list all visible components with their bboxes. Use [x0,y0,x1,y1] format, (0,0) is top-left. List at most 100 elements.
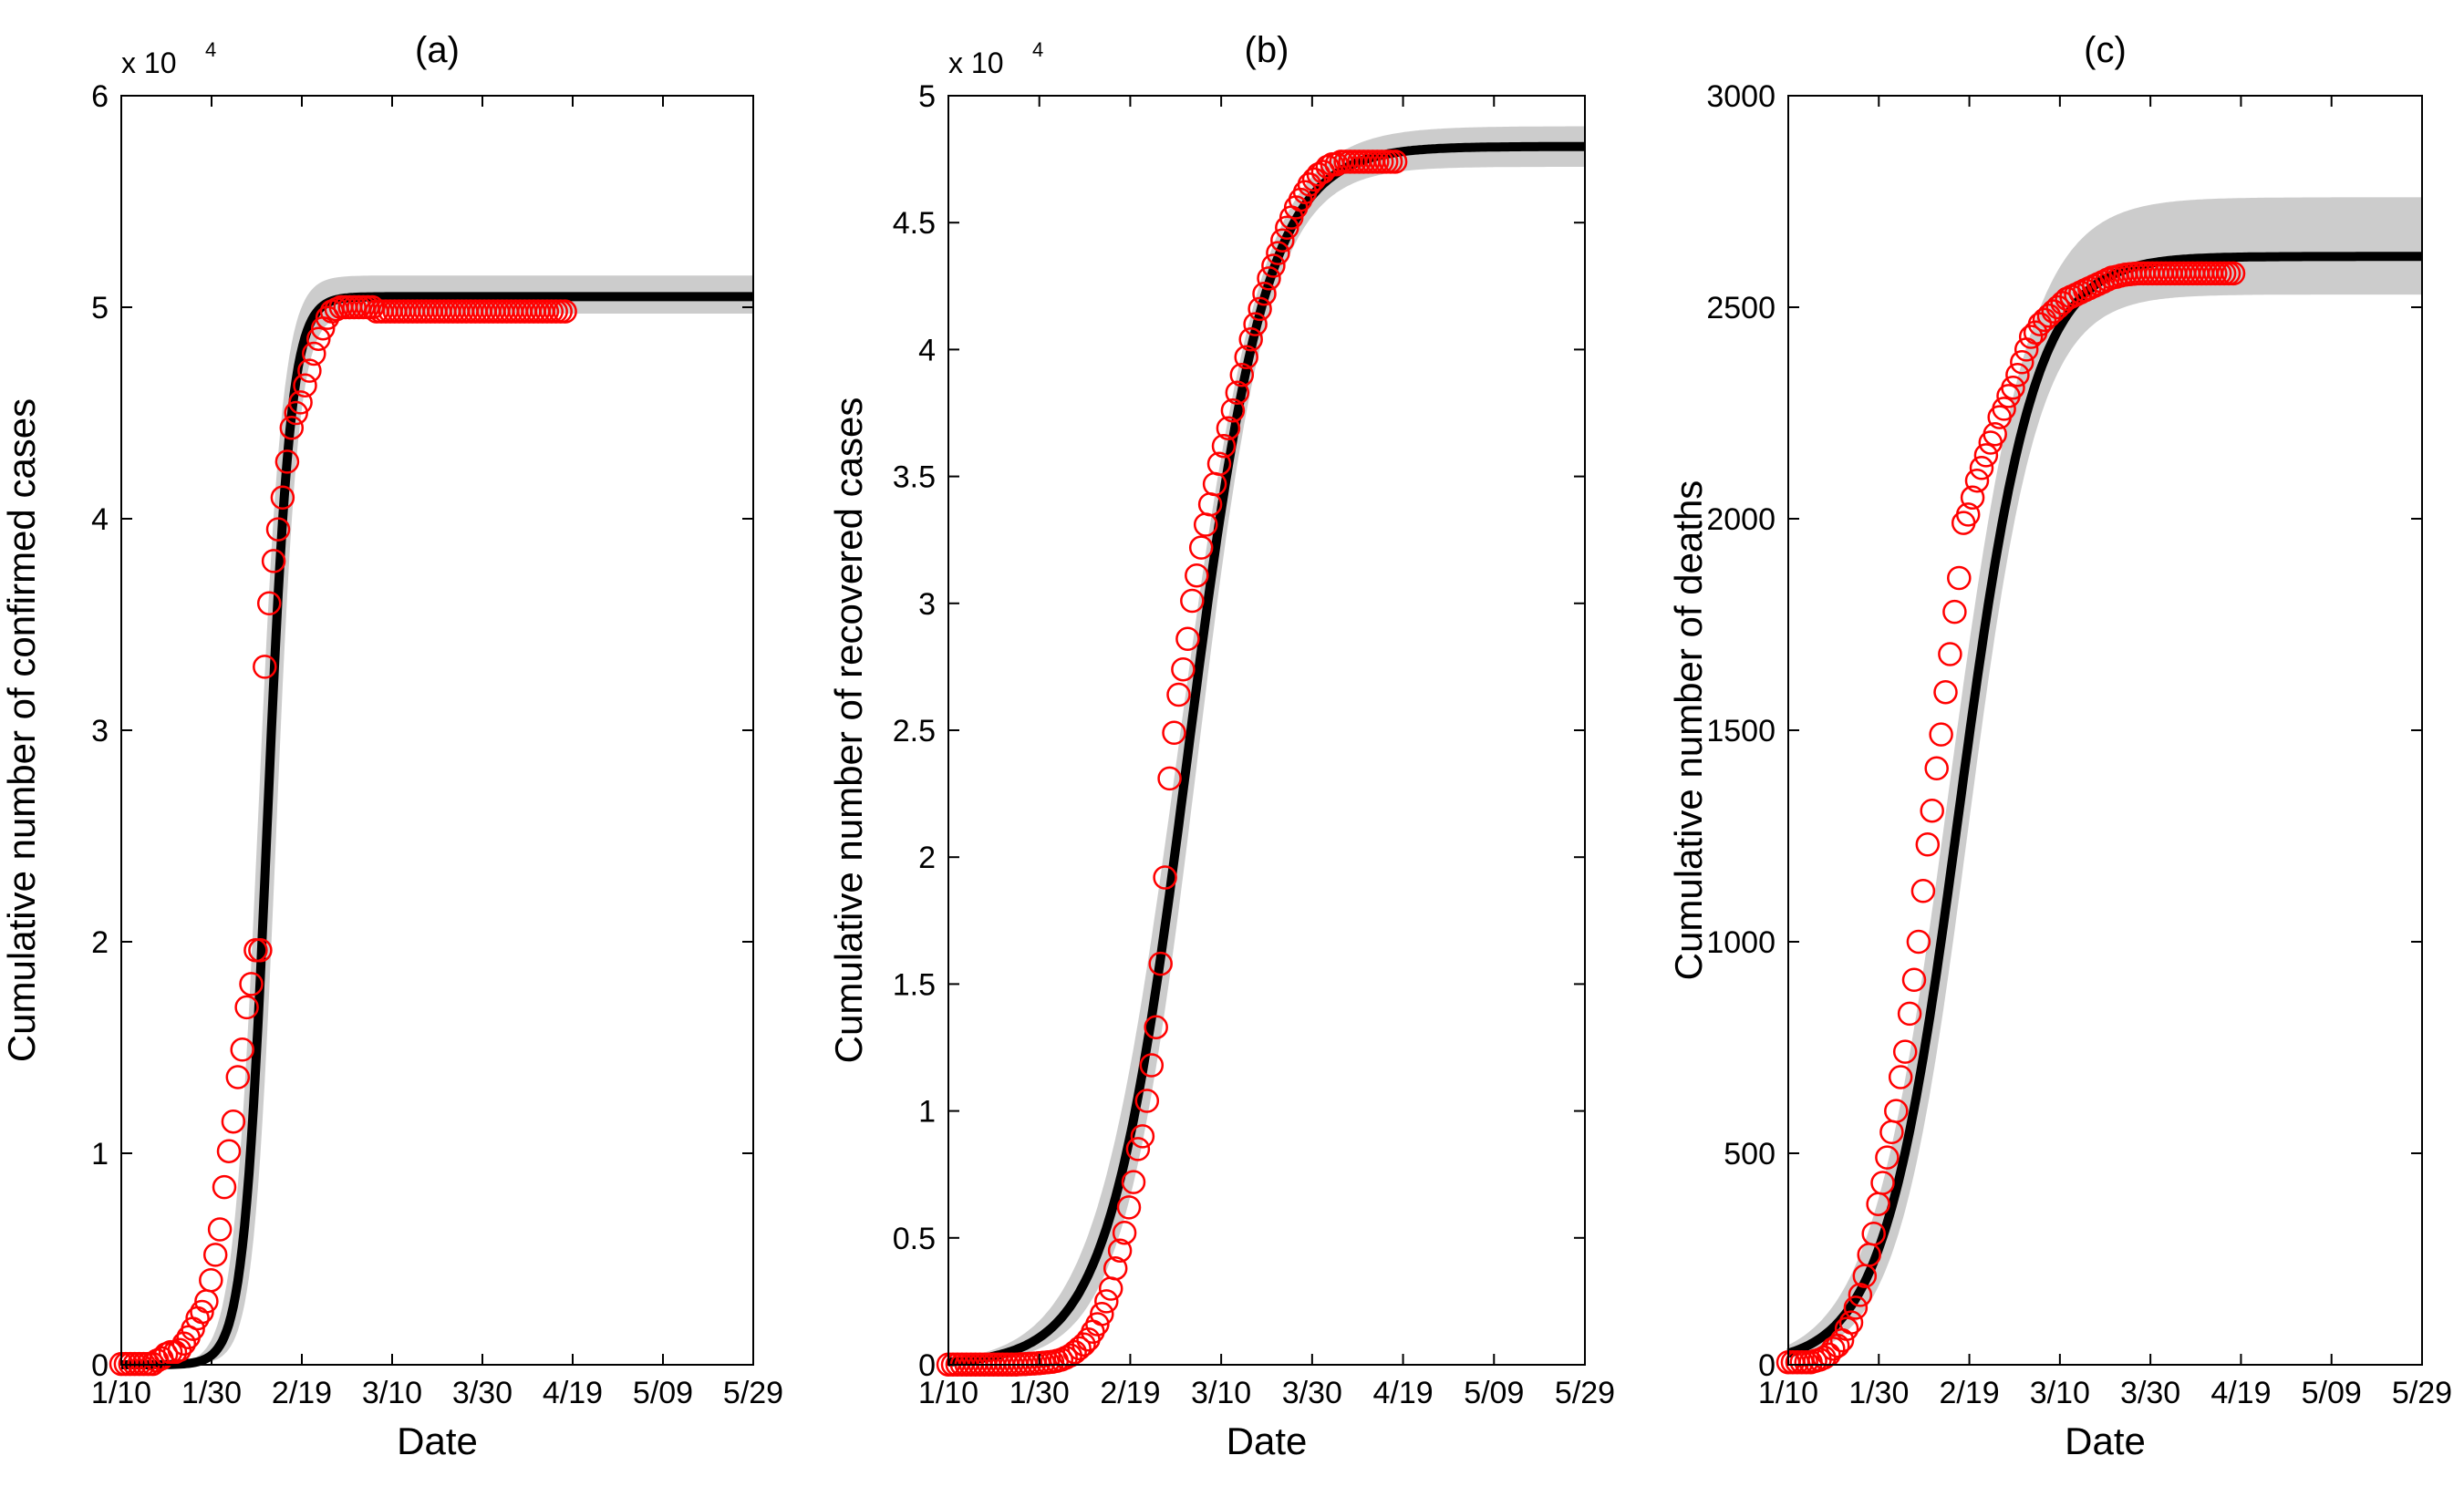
panel-c-confidence-band [1788,197,2422,1358]
panel-b-y-tick-label: 3 [918,587,936,622]
panel-b-data-point [1062,1339,1087,1365]
panel-b-y-tick-label: 5 [918,79,936,114]
panel-c-y-tick-label: 0 [1758,1348,1776,1383]
panel-c-y-tick-label: 1000 [1706,925,1776,960]
panel-c-data-point [1906,929,1931,955]
panel-b-data-point [1185,563,1209,588]
panel-b-data-point [1121,1170,1146,1194]
panel-a-data-point [279,415,305,440]
panel-b-exponent-power: 4 [1032,38,1043,61]
panel-c-data-point [1861,1221,1886,1246]
panel-c-x-tick-label: 3/30 [2120,1376,2180,1410]
panel-a-x-tick-label: 5/29 [723,1376,783,1410]
panel-b-data-point [1103,1255,1128,1281]
panel-c-y-tick-label: 3000 [1706,79,1776,114]
panel-b-x-tick-label: 5/29 [1555,1376,1615,1410]
panel-a: 1/10 1/30 2/19 3/10 3/30 4/19 5/09 5/290123456 … [0,30,783,1462]
panel-b-data-point [1382,150,1408,174]
panel-c-data-point [2010,350,2034,375]
panel-b-data-point [1220,397,1246,423]
panel-c-data-point [1920,798,1944,823]
panel-a-data-point [202,1243,228,1267]
panel-b-data-point [1171,656,1196,682]
panel-b-data-point [1090,1302,1114,1326]
panel-b-data-point [1162,720,1186,746]
panel-c-data-point [1969,456,1994,480]
panel-b-data-point [1116,1195,1142,1220]
panel-b-data-point [1301,167,1327,192]
panel-a-data-point [199,1267,223,1293]
panel-c-data-point [1933,679,1958,705]
panel-b-data-point [1112,1220,1137,1245]
panel-b-y-tick-label: 4.5 [893,206,936,241]
panel-b-data-point [1139,1053,1165,1078]
panel-b-y-tick-label: 0 [918,1348,936,1383]
panel-a-y-tick-label: 4 [91,502,109,537]
panel-a-data-point [253,655,277,679]
panel-c-band-area [1788,197,2422,1358]
panel-b-x-tick-label: 1/10 [918,1376,978,1410]
panel-c-data-point [1821,1337,1846,1361]
panel-b-x-tick-label: 3/30 [1282,1376,1342,1410]
panel-a-exponent-power: 4 [205,38,216,61]
panel-b-confidence-band [948,126,1585,1364]
panel-a-y-tick-label: 3 [91,714,109,748]
panel-a-y-tick-label: 5 [91,291,109,325]
panel-a-ticks: 1/10 1/30 2/19 3/10 3/30 4/19 5/09 5/29 0 1 2 3 4 5 6 [91,79,783,1410]
panel-b-data-point [1216,416,1241,440]
panel-c-data-point [1892,1039,1918,1064]
panel-b-data-point [1188,535,1214,560]
panel-b-data-point [1238,327,1263,352]
panel-b-data-point [1315,154,1341,180]
panel-a-y-tick-label: 1 [91,1137,109,1172]
panel-a-x-tick-label: 2/19 [272,1376,332,1410]
panel-c-data-point [1884,1099,1909,1123]
panel-b-data-point [1144,1015,1168,1039]
panel-c-data-markers [1776,261,2246,1375]
panel-b-x-tick-label: 2/19 [1100,1376,1160,1410]
panel-a-fit-curve [121,292,753,1369]
panel-b-y-axis-label: Cumulative number of recovered cases [827,397,870,1064]
panel-b-x-tick-label: 3/10 [1191,1376,1251,1410]
panel-b-data-point [1234,345,1258,370]
panel-c-x-tick-label: 5/09 [2302,1376,2362,1410]
panel-c-data-point [1983,421,2007,447]
panel-b-data-point [1153,865,1177,890]
panel-c-data-point [2005,362,2030,387]
panel-c-x-axis-label: Date [2065,1419,2146,1462]
panel-a-data-point [274,449,300,474]
panel-b-data-point [1175,626,1200,652]
panel-a-y-tick-label: 0 [91,1348,109,1383]
panel-b-x-axis-label: Date [1227,1419,1308,1462]
panel-c-x-tick-label: 1/10 [1758,1376,1818,1410]
panel-c-data-point [2032,307,2057,333]
panel-b-y-tick-label: 1 [918,1095,936,1130]
panel-a-x-tick-label: 3/30 [452,1376,512,1410]
panel-c-data-point [1875,1145,1900,1170]
panel-b-data-point [1243,312,1268,336]
panel-c-x-tick-label: 1/30 [1848,1376,1909,1410]
panel-a-data-point [216,1139,242,1163]
panel-a-y-axis-label: Cumulative number of confirmed cases [0,398,43,1062]
panel-a-data-point [248,938,273,963]
panel-c-data-point [2221,261,2246,286]
panel-b-data-point [1067,1336,1092,1361]
panel-a-data-point [234,995,259,1020]
panel-a-data-point [284,400,308,426]
panel-c-x-tick-label: 2/19 [1939,1376,1999,1410]
panel-b-ticks: 1/10 1/30 2/19 3/10 3/30 4/19 5/09 5/29 0 0.5 1 1.5… [893,79,1615,1410]
panel-c-ticks: 1/10 1/30 2/19 3/10 3/30 4/19 5/09 5/29 0 500 1000… [1706,79,2452,1410]
panel-a-data-point [553,299,577,324]
panel-b-data-point [1248,296,1272,322]
panel-b-x-tick-label: 5/09 [1464,1376,1524,1410]
panel-a-data-point [167,1337,192,1363]
panel-c-data-point [1843,1295,1869,1320]
panel-a-data-point [288,390,313,415]
panel-c-y-tick-label: 2500 [1706,291,1776,325]
panel-b-fit-line [947,141,1585,1367]
panel-a-confidence-band [121,275,753,1366]
panel-c-data-point [1955,502,1981,527]
panel-b-data-point [1166,682,1191,707]
panel-b-data-point [1211,433,1237,459]
